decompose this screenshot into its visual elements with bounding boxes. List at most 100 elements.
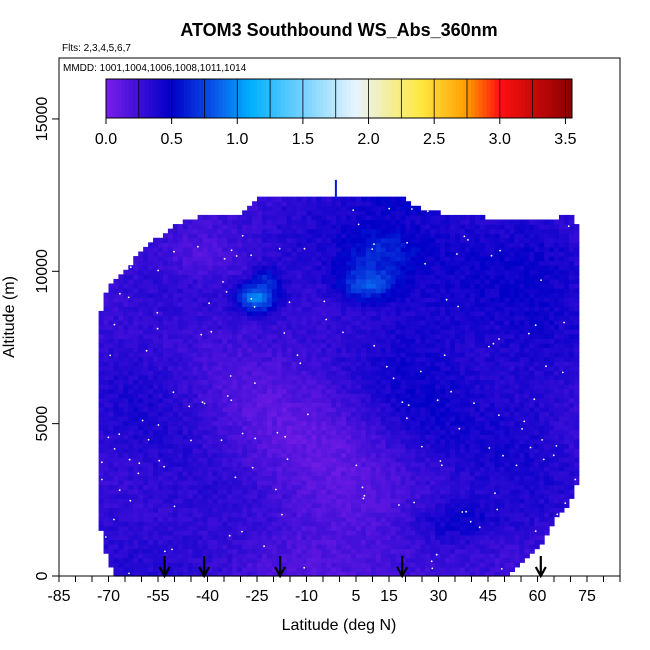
heatmap-cell — [316, 342, 322, 349]
heatmap-cell — [227, 278, 233, 285]
heatmap-cell — [222, 237, 228, 243]
heatmap-cell — [286, 205, 293, 211]
heatmap-cell — [370, 384, 377, 390]
heatmap-cell — [281, 393, 288, 399]
heatmap-cell — [217, 237, 223, 243]
heatmap-cell — [316, 448, 322, 454]
heatmap-cell — [286, 457, 293, 463]
heatmap-cell — [108, 562, 115, 568]
heatmap-cell — [257, 205, 263, 211]
heatmap-cell — [158, 534, 164, 541]
heatmap-cell — [405, 256, 412, 262]
heatmap-cell — [143, 466, 149, 472]
heatmap-cell — [380, 251, 387, 257]
heatmap-cell — [257, 310, 263, 317]
heatmap-cell — [400, 498, 407, 504]
heatmap-cell — [172, 557, 179, 563]
heatmap-cell — [351, 219, 357, 225]
heatmap-cell — [103, 438, 110, 445]
heatmap-cell — [375, 233, 382, 239]
heatmap-cell — [351, 438, 357, 445]
heatmap-cell — [356, 475, 362, 481]
heatmap-cell — [232, 246, 238, 253]
heatmap-cell — [192, 228, 199, 234]
heatmap-cell — [316, 224, 322, 230]
heatmap-cell — [291, 292, 298, 298]
heatmap-cell — [365, 461, 372, 467]
heatmap-cell — [192, 420, 199, 426]
heatmap-cell — [227, 224, 233, 230]
heatmap-cell — [177, 406, 184, 413]
heatmap-cell — [271, 438, 278, 445]
heatmap-cell — [257, 534, 263, 541]
heatmap-cell — [197, 260, 204, 266]
heatmap-cell — [306, 361, 313, 367]
heatmap-cell — [405, 498, 412, 504]
heatmap-cell — [257, 429, 263, 435]
heatmap-cell — [217, 553, 223, 559]
heatmap-cell — [306, 470, 313, 477]
heatmap-cell — [266, 370, 273, 376]
heatmap-cell — [162, 269, 169, 275]
heatmap-cell — [321, 416, 327, 422]
heatmap-cell — [296, 402, 303, 408]
heatmap-cell — [143, 539, 149, 545]
heatmap-cell — [316, 278, 322, 285]
heatmap-cell — [143, 260, 149, 266]
heatmap-cell — [182, 525, 189, 531]
heatmap-cell — [271, 292, 278, 298]
heatmap-cell — [321, 356, 327, 362]
heatmap-cell — [281, 205, 288, 211]
heatmap-cell — [331, 356, 337, 362]
heatmap-cell — [237, 370, 243, 376]
heatmap-cell — [365, 411, 372, 417]
heatmap-cell — [103, 461, 110, 467]
heatmap-cell — [138, 420, 144, 426]
heatmap-cell — [291, 461, 298, 467]
heatmap-cell — [148, 548, 154, 554]
heatmap-cell — [271, 502, 278, 509]
heatmap-cell — [158, 530, 164, 536]
heatmap-cell — [172, 434, 179, 440]
heatmap-cell — [351, 288, 357, 294]
heatmap-cell — [326, 384, 332, 390]
heatmap-cell — [202, 402, 209, 408]
heatmap-cell — [197, 420, 204, 426]
heatmap-cell — [395, 539, 402, 545]
heatmap-cell — [108, 548, 115, 554]
heatmap-cell — [261, 246, 268, 253]
heatmap-cell — [192, 342, 199, 349]
heatmap-cell — [281, 402, 288, 408]
heatmap-cell — [128, 374, 134, 381]
heatmap-cell — [217, 228, 223, 234]
heatmap-cell — [370, 352, 377, 358]
heatmap-cell — [261, 411, 268, 417]
heatmap-cell — [380, 342, 387, 349]
heatmap-cell — [296, 438, 303, 445]
heatmap-cell — [128, 365, 134, 371]
heatmap-cell — [351, 457, 357, 463]
heatmap-cell — [331, 562, 337, 568]
heatmap-cell — [222, 310, 228, 317]
heatmap-cell — [172, 329, 179, 335]
heatmap-cell — [247, 448, 253, 454]
heatmap-cell — [261, 461, 268, 467]
heatmap-cell — [306, 557, 313, 563]
heatmap-cell — [365, 347, 372, 353]
heatmap-cell — [356, 269, 362, 275]
heatmap-cell — [405, 228, 412, 234]
heatmap-cell — [187, 370, 194, 376]
heatmap-cell — [286, 530, 293, 536]
heatmap-cell — [385, 544, 392, 550]
heatmap-cell — [306, 352, 313, 358]
heatmap-field — [98, 179, 580, 577]
heatmap-cell — [346, 553, 352, 559]
heatmap-cell — [143, 306, 149, 312]
heatmap-cell — [227, 256, 233, 262]
heatmap-cell — [177, 288, 184, 294]
heatmap-cell — [311, 498, 317, 504]
heatmap-cell — [341, 480, 347, 486]
heatmap-cell — [346, 393, 352, 399]
heatmap-cell — [356, 320, 362, 326]
heatmap-cell — [266, 411, 273, 417]
